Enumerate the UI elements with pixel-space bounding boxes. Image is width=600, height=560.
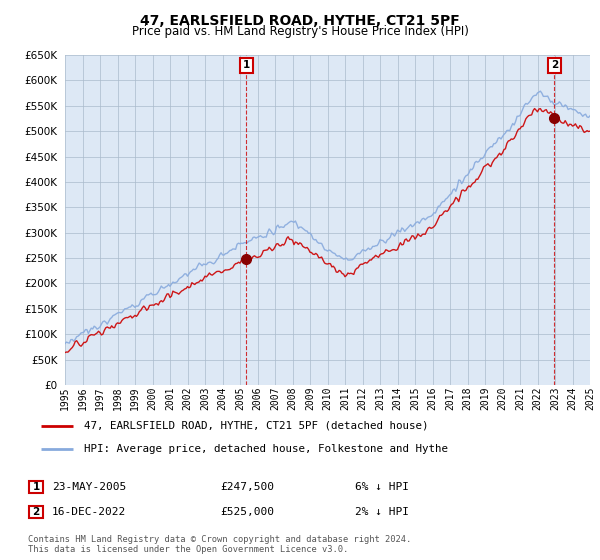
Text: 47, EARLSFIELD ROAD, HYTHE, CT21 5PF: 47, EARLSFIELD ROAD, HYTHE, CT21 5PF <box>140 14 460 28</box>
Text: 47, EARLSFIELD ROAD, HYTHE, CT21 5PF (detached house): 47, EARLSFIELD ROAD, HYTHE, CT21 5PF (de… <box>84 421 428 431</box>
Text: Price paid vs. HM Land Registry's House Price Index (HPI): Price paid vs. HM Land Registry's House … <box>131 25 469 38</box>
Text: £247,500: £247,500 <box>220 482 274 492</box>
Text: 2: 2 <box>32 507 40 517</box>
Text: 16-DEC-2022: 16-DEC-2022 <box>52 507 126 517</box>
Text: 1: 1 <box>243 60 250 70</box>
Text: HPI: Average price, detached house, Folkestone and Hythe: HPI: Average price, detached house, Folk… <box>84 444 448 454</box>
Text: 1: 1 <box>32 482 40 492</box>
Text: 2: 2 <box>551 60 558 70</box>
Text: Contains HM Land Registry data © Crown copyright and database right 2024.
This d: Contains HM Land Registry data © Crown c… <box>28 535 411 554</box>
Text: £525,000: £525,000 <box>220 507 274 517</box>
Text: 6% ↓ HPI: 6% ↓ HPI <box>355 482 409 492</box>
Text: 23-MAY-2005: 23-MAY-2005 <box>52 482 126 492</box>
Text: 2% ↓ HPI: 2% ↓ HPI <box>355 507 409 517</box>
